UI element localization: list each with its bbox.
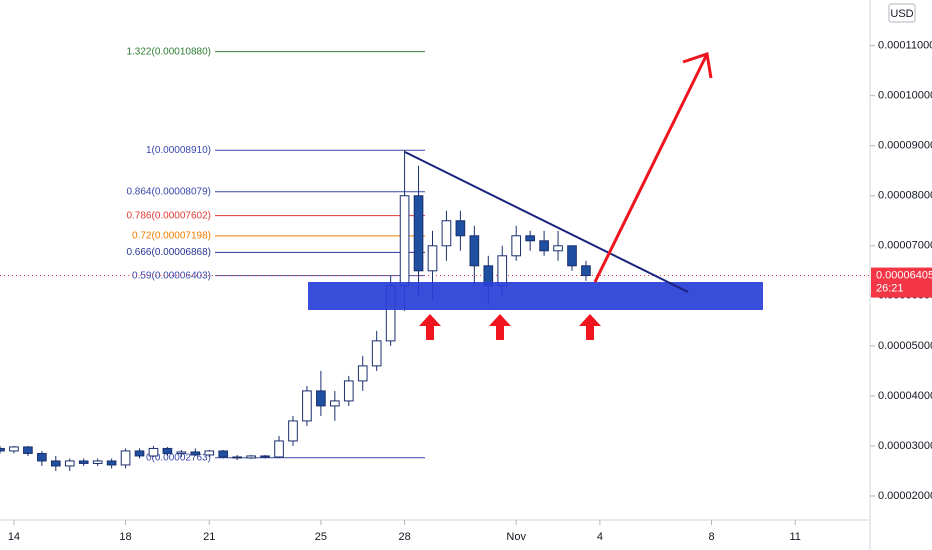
candle-body	[37, 452, 47, 462]
candle-body	[497, 255, 508, 287]
y-tick-label: 0.00008000	[878, 190, 932, 202]
candle-body	[176, 451, 187, 454]
y-tick-label: 0.00002000	[878, 490, 932, 502]
fib-label: 1.322(0.00010880)	[126, 46, 211, 57]
x-tick-label: 28	[398, 531, 410, 543]
candle-body	[23, 446, 33, 454]
fib-label: 0.786(0.00007602)	[126, 210, 211, 221]
candle-body	[148, 447, 159, 457]
candle-body	[330, 400, 340, 407]
fib-label: 0.72(0.00007198)	[132, 231, 211, 242]
candle-body	[274, 440, 284, 458]
candle-body	[525, 235, 535, 242]
candle-body	[399, 195, 410, 287]
last-price-label: 0.00006405	[876, 269, 932, 281]
candle-body	[288, 420, 298, 442]
y-tick-label: 0.00007000	[878, 240, 932, 252]
candle-body	[106, 460, 117, 466]
y-tick-label: 0.00010000	[878, 90, 932, 102]
currency-label: USD	[890, 8, 913, 20]
support-zone	[308, 282, 763, 310]
fib-label: 1(0.00008910)	[146, 145, 211, 156]
candle-body	[469, 235, 480, 267]
y-tick-label: 0.00005000	[878, 340, 932, 352]
y-tick-label: 0.00011000	[878, 40, 932, 52]
y-tick-label: 0.00003000	[878, 440, 932, 452]
candle-body	[413, 195, 424, 272]
candle-body	[581, 265, 591, 277]
fib-label: 0.666(0.00006868)	[126, 247, 211, 258]
fib-label: 0.59(0.00006403)	[132, 270, 211, 281]
currency-box[interactable]	[888, 3, 916, 23]
candle-body	[190, 451, 201, 456]
projection-arrow	[593, 52, 713, 283]
candle-body	[134, 450, 145, 457]
last-price-box	[871, 267, 932, 298]
x-tick-label: Nov	[506, 531, 526, 543]
candle-body	[162, 447, 173, 454]
candle-body	[539, 240, 549, 252]
x-tick-label: 21	[203, 531, 215, 543]
candle-body	[120, 450, 131, 466]
candle-body	[218, 450, 229, 458]
fib-label: 0(0.00002763)	[146, 452, 211, 463]
candle-body	[343, 380, 354, 402]
bounce-arrows	[419, 314, 601, 340]
candle-body	[567, 245, 577, 267]
candle-body	[316, 390, 326, 407]
candle-body	[0, 447, 5, 452]
fib-label: 0.864(0.00008079)	[126, 186, 211, 197]
candle-body	[441, 220, 452, 247]
countdown-label: 26:21	[876, 282, 904, 294]
candle-body	[50, 460, 61, 467]
plot-area: 1.322(0.00010880) 1(0.00008910) 0.864(0.00…	[0, 46, 870, 471]
candle-body	[302, 390, 312, 422]
x-tick-label: 11	[790, 531, 801, 543]
candle-body	[427, 245, 438, 272]
x-tick-label: 18	[119, 531, 131, 543]
candle-body	[204, 450, 215, 456]
candle-body	[260, 455, 270, 458]
candle-body	[232, 456, 242, 459]
candle-body	[9, 446, 19, 452]
candle-body	[64, 460, 75, 467]
x-tick-label: 25	[315, 531, 327, 543]
candle-body	[92, 460, 103, 464]
candle-body	[511, 235, 522, 257]
trend-line	[404, 151, 689, 293]
candle-body	[357, 365, 368, 382]
candle-body	[553, 245, 563, 252]
y-tick-label: 0.00004000	[878, 390, 932, 402]
candle-body	[246, 455, 256, 459]
candle-body	[78, 460, 89, 464]
x-tick-label: 8	[708, 531, 714, 543]
x-tick-label: 4	[597, 531, 603, 543]
candle-body	[371, 340, 382, 367]
candle-body	[455, 220, 466, 237]
y-tick-label: 0.00009000	[878, 140, 932, 152]
x-tick-label: 14	[8, 531, 20, 543]
